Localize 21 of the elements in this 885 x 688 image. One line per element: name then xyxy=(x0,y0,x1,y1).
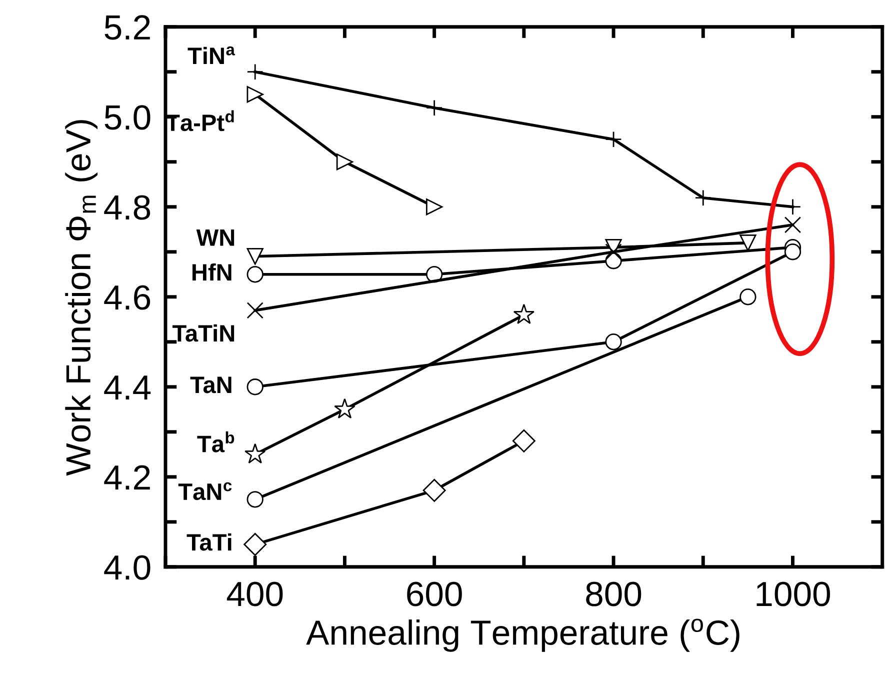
series-label: TaTiN xyxy=(172,324,234,342)
y-tick-label: 4.0 xyxy=(104,555,150,580)
series-label: TaTi xyxy=(186,533,232,551)
y-tick-label: 5.2 xyxy=(104,15,150,40)
y-axis-title: Work Function Φ$_{m}$ (eV) xyxy=(65,120,98,476)
series-label: TaN$^{c}$ xyxy=(178,482,232,500)
y-tick-label: 4.4 xyxy=(104,376,151,400)
x-tick-label: 600 xyxy=(407,582,462,606)
series-label: WN xyxy=(196,230,234,246)
x-tick-label: 400 xyxy=(226,582,283,606)
y-tick-label: 4.8 xyxy=(104,195,150,220)
legend-label: TiN$^{a}$ xyxy=(188,46,236,64)
y-tick-label: 4.2 xyxy=(104,465,150,490)
series-label: HfN xyxy=(192,263,232,280)
series-label: Ta$^{b}$ xyxy=(197,431,234,452)
y-tick-label: 5.0 xyxy=(104,105,150,130)
y-tick-label: 4.6 xyxy=(104,285,150,310)
x-tick-label: 800 xyxy=(586,582,642,606)
x-tick-label: 1000 xyxy=(756,582,830,606)
series-label: TaN xyxy=(190,376,232,394)
x-axis-title: Annealing Temperature ($^{o}$C) xyxy=(306,618,740,652)
